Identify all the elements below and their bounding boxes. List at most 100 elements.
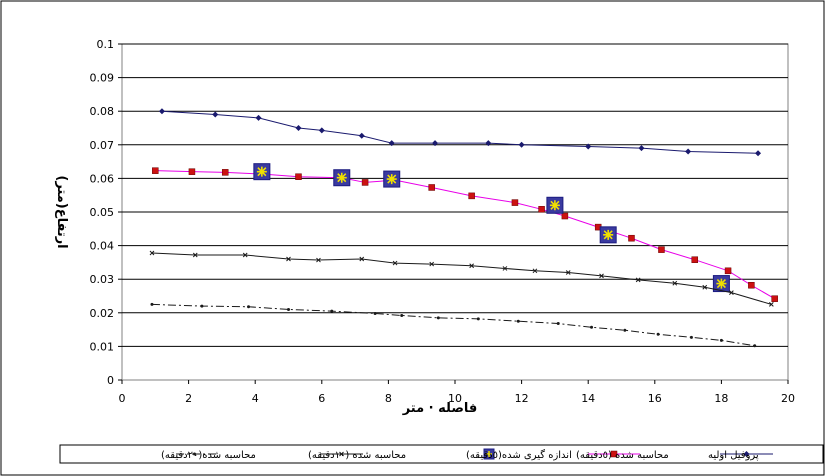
series-1	[158, 108, 762, 157]
y-tick-label: 0	[107, 374, 114, 387]
point-marker	[149, 250, 155, 256]
x-tick-label: 18	[714, 392, 728, 405]
point-marker	[330, 309, 334, 313]
point-marker	[318, 127, 325, 134]
legend-entry-3: اندازه گیری شده(٥دقیقه)	[466, 448, 572, 461]
point-marker	[188, 168, 196, 175]
point-marker	[656, 332, 660, 336]
legend-entry-1: پروفیل اولیه	[708, 450, 773, 461]
marker-star	[716, 278, 727, 289]
point-marker	[432, 140, 439, 147]
point-marker	[221, 169, 229, 176]
point-marker	[623, 328, 627, 332]
x-tick-label: 8	[385, 392, 392, 405]
y-tick-label: 0.1	[97, 38, 115, 51]
marker-star	[549, 200, 560, 211]
legend-entry-5: محاسبه شده(٢٠دقیقه)	[161, 450, 256, 461]
point-marker	[691, 256, 699, 263]
point-marker	[771, 295, 778, 302]
point-marker	[295, 125, 302, 131]
point-marker	[755, 150, 762, 157]
y-tick-label: 0.02	[90, 307, 115, 320]
point-marker	[358, 132, 365, 139]
y-tick-label: 0.08	[90, 105, 115, 118]
legend-label: اندازه گیری شده(٥دقیقه)	[466, 449, 572, 461]
measured-point-marker	[712, 275, 730, 293]
point-marker	[373, 311, 377, 315]
point-marker	[468, 192, 475, 200]
x-tick-label: 16	[648, 392, 662, 405]
point-marker	[565, 270, 571, 275]
point-marker	[255, 114, 262, 121]
measured-point-marker	[383, 170, 401, 188]
point-marker	[400, 313, 404, 317]
marker-star	[603, 229, 614, 240]
measured-point-marker	[599, 226, 617, 244]
point-marker	[200, 304, 204, 308]
point-marker	[585, 143, 592, 150]
point-marker	[316, 257, 321, 263]
point-marker	[361, 179, 369, 186]
point-marker	[286, 256, 291, 262]
point-marker	[689, 335, 693, 339]
measured-point-marker	[546, 196, 564, 214]
point-marker	[516, 319, 520, 323]
marker-star	[336, 172, 347, 183]
point-marker	[672, 280, 678, 286]
legend-swatch-star	[486, 451, 492, 457]
point-marker	[359, 256, 365, 262]
point-marker	[702, 284, 708, 290]
legend-label: محاسبه شده(٢٠دقیقه)	[161, 450, 256, 461]
x-tick-label: 10	[448, 392, 462, 405]
point-marker	[610, 450, 618, 458]
point-marker	[599, 273, 604, 279]
point-marker	[212, 111, 219, 118]
point-marker	[658, 246, 665, 253]
y-tick-label: 0.03	[90, 273, 115, 286]
point-marker	[242, 252, 248, 258]
point-marker	[392, 260, 398, 266]
x-tick-label: 14	[581, 392, 595, 405]
x-tick-label: 2	[185, 392, 192, 405]
series-line	[161, 110, 759, 154]
point-marker	[685, 148, 692, 155]
x-tick-label: 12	[515, 392, 529, 405]
point-marker	[628, 234, 635, 242]
point-marker	[476, 317, 480, 321]
y-tick-label: 0.05	[90, 206, 115, 219]
point-marker	[388, 140, 395, 147]
x-tick-label: 0	[119, 392, 126, 405]
point-marker	[561, 212, 569, 220]
legend-label: محاسبه شده (٥دقیقه)	[576, 450, 669, 461]
legend-label: محاسبه شده (١٠دقیقه)	[308, 450, 406, 461]
point-marker	[719, 338, 723, 342]
point-marker	[635, 277, 641, 283]
point-marker	[469, 263, 475, 269]
point-marker	[485, 140, 492, 147]
series-line	[151, 252, 772, 305]
series-layer	[149, 108, 778, 348]
point-marker	[729, 290, 734, 295]
y-tick-label: 0.06	[90, 172, 115, 185]
point-marker	[193, 452, 196, 456]
legend: پروفیل اولیه محاسبه شده (٥دقیقه) اندازه گی…	[161, 448, 773, 461]
point-marker	[518, 141, 525, 148]
x-tick-label: 20	[781, 392, 795, 405]
point-marker	[768, 302, 774, 307]
x-axis-ticks: 0 2 4 6 8 10 12 14 16 18 20	[119, 380, 795, 405]
point-marker	[532, 268, 538, 274]
series-4	[149, 250, 774, 307]
y-tick-label: 0.09	[90, 72, 115, 85]
point-marker	[538, 206, 545, 213]
legend-entry-2: محاسبه شده (٥دقیقه)	[576, 450, 669, 461]
legend-entry-4: محاسبه شده (١٠دقیقه)	[308, 450, 406, 461]
x-tick-label: 6	[318, 392, 325, 405]
measured-point-marker	[253, 163, 271, 181]
x-tick-label: 4	[252, 392, 259, 405]
legend-label: پروفیل اولیه	[708, 450, 759, 461]
point-marker	[502, 266, 508, 271]
y-tick-label: 0.01	[90, 340, 115, 353]
point-marker	[436, 316, 440, 320]
y-axis-ticks: 0 0.01 0.02 0.03 0.04 0.05 0.06 0.07 0.08 0.09 0.1	[90, 38, 122, 387]
